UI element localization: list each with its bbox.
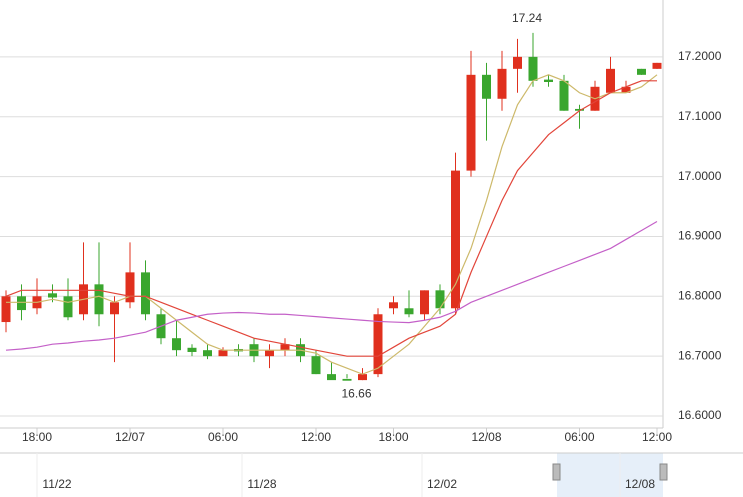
x-tick-label: 06:00	[208, 430, 238, 444]
navigator-label: 11/28	[247, 477, 276, 491]
moving-average-line	[5, 80, 657, 357]
navigator-handle[interactable]	[659, 463, 668, 481]
candle-body	[637, 68, 646, 75]
y-tick-label: 17.2000	[678, 49, 722, 63]
navigator-selection[interactable]	[557, 453, 663, 497]
navigator-label: 12/08	[625, 477, 655, 491]
y-tick-label: 17.0000	[678, 169, 722, 183]
y-tick-label: 16.9000	[678, 229, 722, 243]
candle-body	[63, 296, 73, 318]
candle-body	[218, 350, 228, 357]
candle-body	[575, 108, 584, 111]
candle-body	[94, 284, 104, 315]
candle-body	[497, 68, 507, 99]
x-tick-label: 18:00	[22, 430, 52, 444]
navigator-label: 11/22	[42, 477, 71, 491]
moving-average-line	[6, 74, 658, 375]
candle-body	[652, 62, 662, 69]
y-tick-label: 16.7000	[678, 348, 722, 362]
candle-body	[327, 374, 336, 381]
candle-body	[435, 290, 445, 309]
moving-average-line	[5, 220, 658, 351]
candle-body	[358, 374, 367, 381]
candle-body	[172, 338, 181, 351]
candle-body	[466, 74, 476, 171]
candle-body	[125, 272, 135, 303]
candle-body	[280, 344, 290, 351]
candle-body	[544, 79, 553, 83]
candle-body	[606, 68, 615, 93]
x-tick-label: 12:00	[642, 430, 672, 444]
candle-body	[265, 350, 274, 357]
candle-body	[141, 272, 150, 315]
candle-body	[17, 296, 26, 311]
candle-body	[621, 86, 631, 93]
candle-body	[48, 293, 57, 298]
y-tick-label: 16.8000	[678, 288, 722, 302]
candle-body	[404, 308, 414, 315]
navigator-handle[interactable]	[552, 463, 561, 481]
y-tick-label: 16.6000	[678, 408, 722, 422]
candle-body	[187, 347, 197, 352]
candle-body	[110, 302, 119, 315]
x-tick-label: 12/07	[115, 430, 145, 444]
candle-body	[1, 296, 11, 323]
annotation: 16.66	[341, 386, 371, 400]
candle-body	[482, 74, 491, 99]
navigator-label: 12/02	[427, 477, 457, 491]
candle-body	[342, 378, 352, 381]
candle-body	[513, 56, 522, 69]
y-tick-label: 17.1000	[678, 109, 722, 123]
x-tick-label: 18:00	[378, 430, 408, 444]
candle-body	[203, 350, 212, 357]
candle-body	[451, 170, 460, 309]
annotation: 17.24	[512, 11, 542, 25]
candle-body	[559, 80, 569, 111]
x-tick-label: 12:00	[301, 430, 331, 444]
x-tick-label: 06:00	[564, 430, 594, 444]
x-tick-label: 12/08	[471, 430, 501, 444]
candle-body	[420, 290, 429, 315]
candle-body	[311, 356, 321, 375]
candle-body	[373, 314, 383, 375]
candle-body	[528, 56, 538, 81]
candle-body	[389, 302, 398, 309]
